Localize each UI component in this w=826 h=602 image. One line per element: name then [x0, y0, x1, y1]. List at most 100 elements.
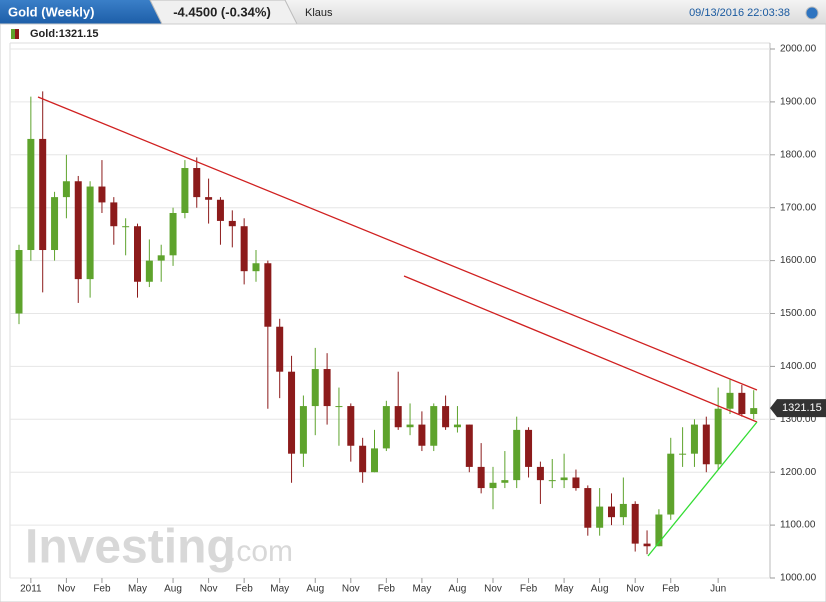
- candle-body: [240, 226, 248, 272]
- candle-body: [442, 406, 450, 428]
- candle-body: [169, 212, 177, 256]
- candle-body: [619, 503, 627, 518]
- y-tick-label: 1300.00: [780, 414, 817, 425]
- candle-body: [667, 453, 675, 515]
- candle-body: [122, 226, 130, 228]
- candle-body: [276, 326, 284, 372]
- x-tick-label: May: [128, 584, 147, 595]
- candle-body: [181, 168, 189, 213]
- y-tick-label: 1200.00: [780, 467, 817, 478]
- x-tick-label: Feb: [236, 584, 254, 595]
- candle-body: [608, 506, 615, 518]
- candle-body: [27, 138, 35, 251]
- candle-body: [51, 197, 59, 251]
- y-tick-label: 1400.00: [780, 361, 817, 372]
- x-tick-label: Aug: [591, 584, 609, 595]
- candle-body: [62, 181, 70, 198]
- candle-body: [228, 220, 236, 227]
- candle-body: [323, 369, 331, 407]
- y-tick-label: 1100.00: [780, 520, 816, 531]
- y-tick-label: 1500.00: [780, 308, 817, 319]
- candle-body: [430, 406, 438, 446]
- y-tick-label: 1700.00: [780, 202, 817, 213]
- plot-area: [10, 48, 770, 579]
- symbol-icon-down: [15, 29, 19, 39]
- y-tick-label: 1800.00: [780, 149, 817, 160]
- header-title: Gold (Weekly): [8, 4, 94, 19]
- x-tick-label: Nov: [58, 584, 76, 595]
- candle-body: [596, 506, 604, 528]
- candle-body: [560, 477, 568, 481]
- x-tick-label: Nov: [484, 584, 502, 595]
- settings-icon[interactable]: [805, 6, 819, 20]
- header-tab: [0, 0, 162, 24]
- candle-body: [584, 488, 592, 528]
- candle-body: [288, 371, 296, 454]
- x-tick-label: Nov: [200, 584, 218, 595]
- trend-line: [37, 96, 758, 391]
- last-price-label: 1321.15: [782, 402, 822, 414]
- candle-body: [264, 263, 272, 327]
- last-price-box: [770, 399, 826, 418]
- candle-body: [643, 543, 651, 547]
- watermark-suffix: .com: [228, 535, 293, 568]
- candle-body: [371, 448, 378, 473]
- candle-body: [690, 424, 698, 454]
- candle-body: [347, 406, 355, 446]
- y-tick-label: 2000.00: [780, 44, 817, 55]
- candle-body: [501, 480, 509, 483]
- candle-body: [394, 406, 402, 428]
- symbol-icon-up: [11, 29, 15, 39]
- y-tick-label: 1000.00: [780, 573, 817, 584]
- x-tick-label: Nov: [342, 584, 360, 595]
- header-timestamp: 09/13/2016 22:03:38: [689, 7, 790, 19]
- candle-body: [453, 424, 461, 428]
- candle-body: [157, 255, 165, 261]
- candle-body: [513, 429, 521, 481]
- candle-body: [489, 482, 497, 489]
- candle-body: [536, 466, 544, 481]
- candle-body: [382, 406, 390, 449]
- candle-body: [335, 406, 343, 408]
- candle-body: [145, 260, 153, 282]
- candle-body: [738, 392, 746, 415]
- trend-line: [403, 275, 758, 423]
- candle-body: [572, 477, 580, 489]
- candle-body: [631, 503, 639, 544]
- x-tick-label: May: [270, 584, 289, 595]
- candle-body: [193, 168, 201, 198]
- candle-body: [465, 424, 473, 467]
- x-tick-label: Feb: [378, 584, 396, 595]
- symbol-label: Gold:1321.15: [30, 28, 98, 40]
- header-change: -4.4500 (-0.34%): [173, 4, 271, 19]
- x-tick-label: Feb: [93, 584, 111, 595]
- candle-body: [714, 408, 722, 465]
- candle-body: [311, 369, 319, 407]
- y-tick-label: 1600.00: [780, 255, 817, 266]
- y-tick-label: 1900.00: [780, 97, 817, 108]
- x-tick-label: May: [555, 584, 574, 595]
- trend-line: [647, 421, 758, 557]
- x-tick-label: Nov: [626, 584, 644, 595]
- candle-body: [679, 453, 687, 455]
- candle-body: [548, 480, 556, 482]
- watermark-brand: Investing: [25, 521, 236, 574]
- candle-body: [39, 138, 47, 251]
- candle-body: [74, 181, 82, 280]
- candle-body: [726, 392, 734, 409]
- x-tick-label: Aug: [306, 584, 324, 595]
- x-tick-label: Feb: [520, 584, 538, 595]
- x-tick-label: Aug: [164, 584, 182, 595]
- candle-body: [359, 445, 367, 473]
- candle-body: [655, 514, 663, 547]
- candle-body: [299, 406, 307, 454]
- candle-body: [15, 250, 23, 314]
- candle-body: [525, 429, 533, 467]
- header-user: Klaus: [305, 7, 333, 19]
- candle-body: [98, 186, 106, 203]
- candle-body: [86, 186, 94, 280]
- candle-body: [110, 202, 118, 227]
- candle-body: [477, 466, 485, 489]
